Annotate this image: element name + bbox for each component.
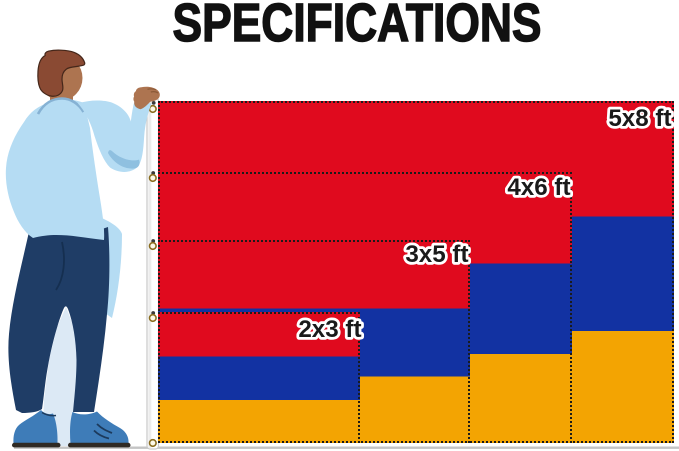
svg-text:2x3 ft: 2x3 ft	[298, 316, 361, 343]
svg-text:SPECIFICATIONS: SPECIFICATIONS	[173, 0, 542, 53]
svg-text:4x6 ft: 4x6 ft	[507, 174, 570, 201]
svg-text:3x5 ft: 3x5 ft	[405, 241, 468, 268]
svg-text:5x8 ft: 5x8 ft	[608, 105, 671, 132]
